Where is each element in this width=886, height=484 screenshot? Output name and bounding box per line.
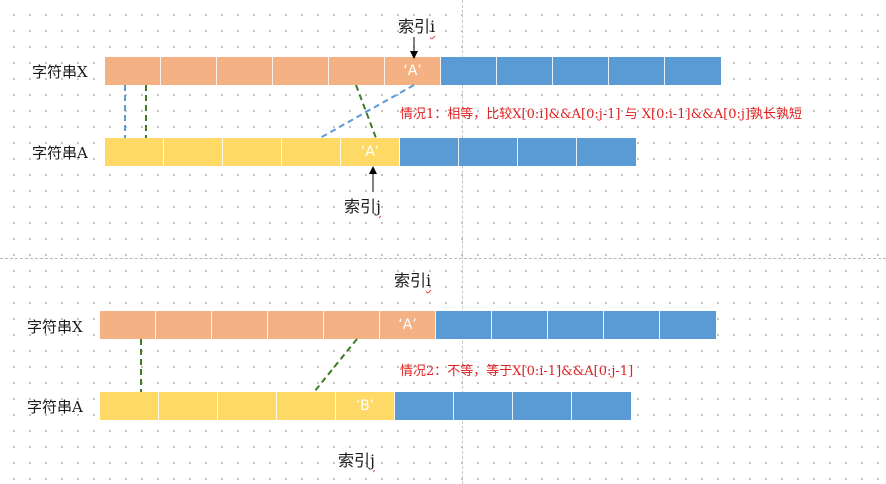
string-a-cell <box>223 138 282 166</box>
string-x-cell <box>212 311 268 339</box>
string-x-cell <box>100 311 156 339</box>
case1-description: 情况1：相等，比较X[0:i]&&A[0:j-1] 与 X[0:i-1]&&A[… <box>400 107 802 122</box>
string-x-cell <box>436 311 492 339</box>
string-x-cell <box>156 311 212 339</box>
section-divider <box>0 258 886 259</box>
string-x-cell <box>665 57 721 85</box>
string-x-cell <box>548 311 604 339</box>
case1-string-x-label: 字符串X <box>32 63 88 81</box>
string-x-cell <box>497 57 553 85</box>
string-x-cell <box>441 57 497 85</box>
string-a-cell <box>572 392 631 420</box>
string-a-cell <box>459 138 518 166</box>
string-a-cell <box>105 138 164 166</box>
string-x-cell <box>553 57 609 85</box>
string-a-cell <box>164 138 223 166</box>
case1-string-a-bar: ‘A’ <box>105 138 636 166</box>
string-x-cell <box>268 311 324 339</box>
case2-string-x-bar: ‘A’ <box>100 311 716 339</box>
case1-index-i-label: 索引i <box>398 17 436 36</box>
string-a-cell <box>282 138 341 166</box>
case2-string-a-bar: ‘B’ <box>100 392 631 420</box>
string-x-cell-i: ‘A’ <box>385 57 441 85</box>
case2-index-j-label: 索引j <box>338 451 375 470</box>
string-a-cell-j: ‘B’ <box>336 392 395 420</box>
case1-string-a-label: 字符串A <box>32 144 88 162</box>
string-x-cell-i: ‘A’ <box>380 311 436 339</box>
string-a-cell <box>577 138 636 166</box>
string-a-cell <box>518 138 577 166</box>
vertical-guide <box>462 0 463 484</box>
string-a-cell <box>218 392 277 420</box>
case2-string-a-label: 字符串A <box>27 398 83 416</box>
string-a-cell <box>400 138 459 166</box>
string-a-cell-j: ‘A’ <box>341 138 400 166</box>
case1-index-j-label: 索引j <box>344 197 381 216</box>
string-x-cell <box>492 311 548 339</box>
string-x-cell <box>273 57 329 85</box>
string-a-cell <box>395 392 454 420</box>
case2-string-x-label: 字符串X <box>27 318 83 336</box>
case1-string-x-bar: ‘A’ <box>105 57 721 85</box>
green-dashed-diagonal-case2 <box>313 338 358 393</box>
string-x-cell <box>609 57 665 85</box>
string-x-cell <box>604 311 660 339</box>
string-x-cell <box>324 311 380 339</box>
case2-index-i-label: 索引i <box>394 271 432 290</box>
string-a-cell <box>159 392 218 420</box>
case2-description: 情况2：不等，等于X[0:i-1]&&A[0:j-1] <box>400 364 634 379</box>
string-a-cell <box>513 392 572 420</box>
string-x-cell <box>660 311 716 339</box>
string-a-cell <box>454 392 513 420</box>
string-a-cell <box>100 392 159 420</box>
string-x-cell <box>105 57 161 85</box>
string-a-cell <box>277 392 336 420</box>
blue-dashed-diagonal <box>319 84 415 139</box>
string-x-cell <box>329 57 385 85</box>
string-x-cell <box>217 57 273 85</box>
string-x-cell <box>161 57 217 85</box>
